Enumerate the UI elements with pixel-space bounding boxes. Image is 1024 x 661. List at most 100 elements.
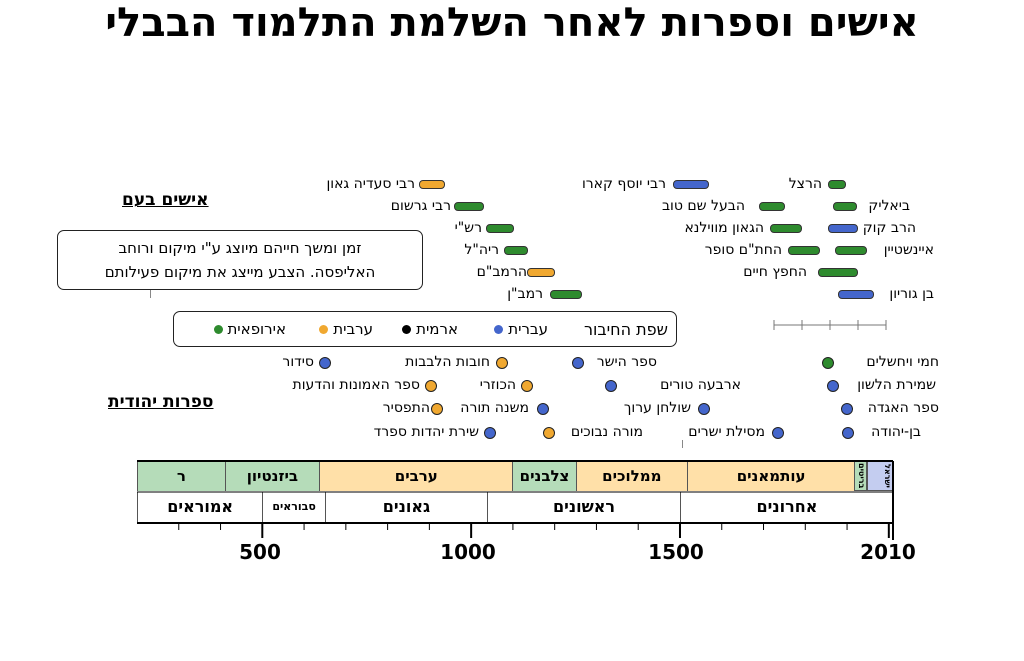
page-title: אישים וספרות לאחר השלמת התלמוד הבבלי: [105, 0, 919, 46]
person-pill: [770, 224, 802, 233]
book-label: ארבעה טורים: [660, 377, 741, 393]
book-dot-icon: [841, 403, 853, 415]
explanation-note: זמן ומשך חייהם מיוצג ע"י מיקום ורוחב האל…: [57, 230, 423, 290]
book-label: משנה תורה: [460, 400, 529, 416]
book-label: שולחן ערוך: [623, 400, 691, 416]
legend-label: עברית: [508, 320, 548, 338]
legend-item-aramaic: ארמית: [402, 320, 458, 338]
book-label: סידור: [282, 354, 314, 370]
legend-dot-icon: [319, 325, 329, 334]
person-label: רבי יוסף קארו: [581, 176, 666, 192]
person-pill: [828, 224, 858, 233]
person-pill: [486, 224, 514, 233]
legend-item-hebrew: עברית: [494, 320, 548, 338]
legend-label: ערבית: [333, 320, 373, 338]
marker-line: [150, 290, 151, 298]
person-label: הרמב"ם: [476, 264, 527, 280]
book-label: שמירת הלשון: [857, 377, 936, 393]
ruler-band: צלבנים: [512, 461, 576, 491]
person-pill: [504, 246, 528, 255]
legend-item-arabic: ערבית: [319, 320, 373, 338]
note-line-1: זמן ומשך חייהם מיוצג ע"י מיקום ורוחב: [118, 239, 362, 257]
legend-title: שפת החיבור: [583, 320, 668, 339]
book-dot-icon: [572, 357, 584, 369]
book-dot-icon: [319, 357, 331, 369]
era-band: גאונים: [324, 492, 487, 522]
book-label: מורה נבוכים: [570, 424, 643, 440]
person-pill: [673, 180, 709, 189]
legend-label: אירופאית: [227, 320, 286, 338]
legend-label: ארמית: [416, 320, 458, 338]
era-band: סבוראים: [262, 492, 325, 522]
person-label: בן גוריון: [889, 286, 934, 302]
book-dot-icon: [484, 427, 496, 439]
person-label: רש"י: [454, 220, 482, 236]
timeline: ר ביזנטיון ערבים צלבנים ממלוכים עותמאנים בריטי…: [137, 461, 893, 523]
note-line-2: האליפסה. הצבע מייצג את מיקום פעילותם: [104, 263, 376, 281]
book-dot-icon: [521, 380, 533, 392]
axis-tick-label: 500: [239, 540, 281, 564]
person-pill: [527, 268, 555, 277]
book-dot-icon: [698, 403, 710, 415]
person-pill: [833, 202, 857, 211]
book-label: בן-יהודה: [871, 424, 921, 440]
person-pill: [788, 246, 820, 255]
person-label: החת"ם סופר: [704, 242, 782, 258]
person-pill: [828, 180, 846, 189]
book-dot-icon: [431, 403, 443, 415]
axis-tick-label: 2010: [860, 540, 916, 564]
ruler-band: בריטים: [854, 461, 868, 491]
person-label: איינשטיין: [883, 242, 934, 258]
person-label: רבי סעדיה גאון: [326, 176, 415, 192]
era-band: ראשונים: [487, 492, 680, 522]
person-pill: [818, 268, 858, 277]
ruler-band: עותמאנים: [687, 461, 855, 491]
person-label: רבי גרשום: [390, 198, 451, 214]
person-pill: [759, 202, 785, 211]
language-legend: שפת החיבור עברית ארמית ערבית אירופאית: [173, 311, 677, 347]
book-label: התפסיר: [382, 400, 430, 416]
person-label: הרצל: [788, 176, 822, 192]
person-label: הבעל שם טוב: [661, 198, 745, 214]
scale-ruler: [773, 320, 887, 330]
ruler-band: ערבים: [319, 461, 513, 491]
person-label: החפץ חיים: [743, 264, 807, 280]
person-label: ריה"ל: [464, 242, 499, 258]
ruler-band: ממלוכים: [575, 461, 688, 491]
book-dot-icon: [425, 380, 437, 392]
person-pill: [419, 180, 445, 189]
book-dot-icon: [822, 357, 834, 369]
marker-line: [682, 440, 683, 448]
book-dot-icon: [772, 427, 784, 439]
book-dot-icon: [543, 427, 555, 439]
axis-tick-label: 1500: [648, 540, 704, 564]
legend-dot-icon: [213, 325, 223, 334]
person-pill: [454, 202, 484, 211]
book-label: חמי ויחשלים: [866, 354, 939, 370]
legend-item-european: אירופאית: [213, 320, 286, 338]
ruler-band: ר: [137, 461, 225, 491]
ruler-band: ביזנטיון: [224, 461, 320, 491]
book-dot-icon: [605, 380, 617, 392]
person-pill: [550, 290, 582, 299]
section-people-heading: אישים בעם: [122, 190, 209, 210]
person-label: רמב"ן: [507, 286, 543, 302]
book-label: ספר האגדה: [867, 400, 939, 416]
person-label: הגאון מווילנא: [684, 220, 764, 236]
era-band: אמוראים: [137, 492, 263, 522]
book-dot-icon: [496, 357, 508, 369]
book-label: חובות הלבבות: [405, 354, 490, 370]
book-label: הכוזרי: [479, 377, 516, 393]
book-dot-icon: [537, 403, 549, 415]
person-label: הרב קוק: [862, 220, 916, 236]
era-band: אחרונים: [679, 492, 893, 522]
section-literature-heading: ספרות יהודית: [108, 392, 214, 412]
ruler-band: ישראל: [867, 461, 893, 491]
legend-dot-icon: [402, 325, 412, 334]
book-label: מסילת ישרים: [688, 424, 765, 440]
axis-tick-label: 1000: [440, 540, 496, 564]
book-label: שירת יהדות ספרד: [373, 424, 479, 440]
book-label: ספר האמונות והדעות: [292, 377, 420, 393]
book-label: ספר הישר: [596, 354, 657, 370]
person-label: ביאליק: [868, 198, 910, 214]
